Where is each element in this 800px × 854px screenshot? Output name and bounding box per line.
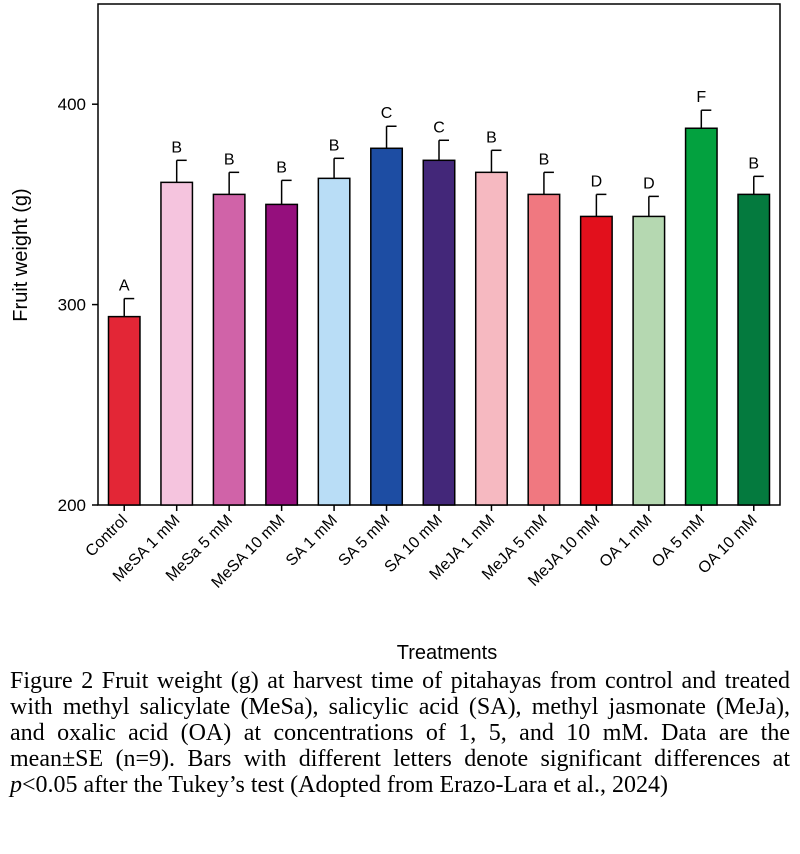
significance-letter: B [329,137,340,154]
y-axis: 200 300 400 [58,95,98,515]
significance-letter: F [696,89,706,106]
significance-letter: B [171,139,182,156]
bar-series: A B B B B C C B B D D F B [107,89,771,506]
significance-letter: B [276,159,287,176]
bar [527,193,561,506]
y-axis-label: Fruit weight (g) [10,188,32,321]
caption-text-end: <0.05 after the Tukey’s test (Adopted fr… [22,772,669,798]
bar [737,193,771,506]
bar [107,315,141,506]
caption-p-symbol: p [10,772,22,798]
bar [265,203,299,506]
x-axis-label: Treatments [397,642,497,664]
bar [684,127,718,506]
significance-letter: B [224,151,235,168]
x-tick-label: OA 1 mM [596,512,655,571]
bar [370,147,404,506]
y-tick-label: 200 [58,496,86,515]
bar [212,193,246,506]
significance-letter: C [433,119,445,136]
figure-caption: Figure 2 Fruit weight (g) at harvest tim… [10,668,790,798]
caption-text: Figure 2 Fruit weight (g) at harvest tim… [10,668,790,772]
y-tick-label: 300 [58,296,86,315]
bar [160,181,194,506]
y-tick-label: 400 [58,95,86,114]
bar [317,177,351,506]
bar [474,171,508,506]
x-tick-label: Control [83,512,131,560]
significance-letter: C [381,105,393,122]
significance-letter: A [119,278,130,295]
bar [632,215,666,506]
bar [422,159,456,506]
significance-letter: D [591,173,603,190]
significance-letter: B [748,155,759,172]
significance-letter: D [643,175,655,192]
bar [579,215,613,506]
significance-letter: B [486,129,497,146]
significance-letter: B [539,151,550,168]
x-tick-label: SA 1 mM [283,512,341,570]
